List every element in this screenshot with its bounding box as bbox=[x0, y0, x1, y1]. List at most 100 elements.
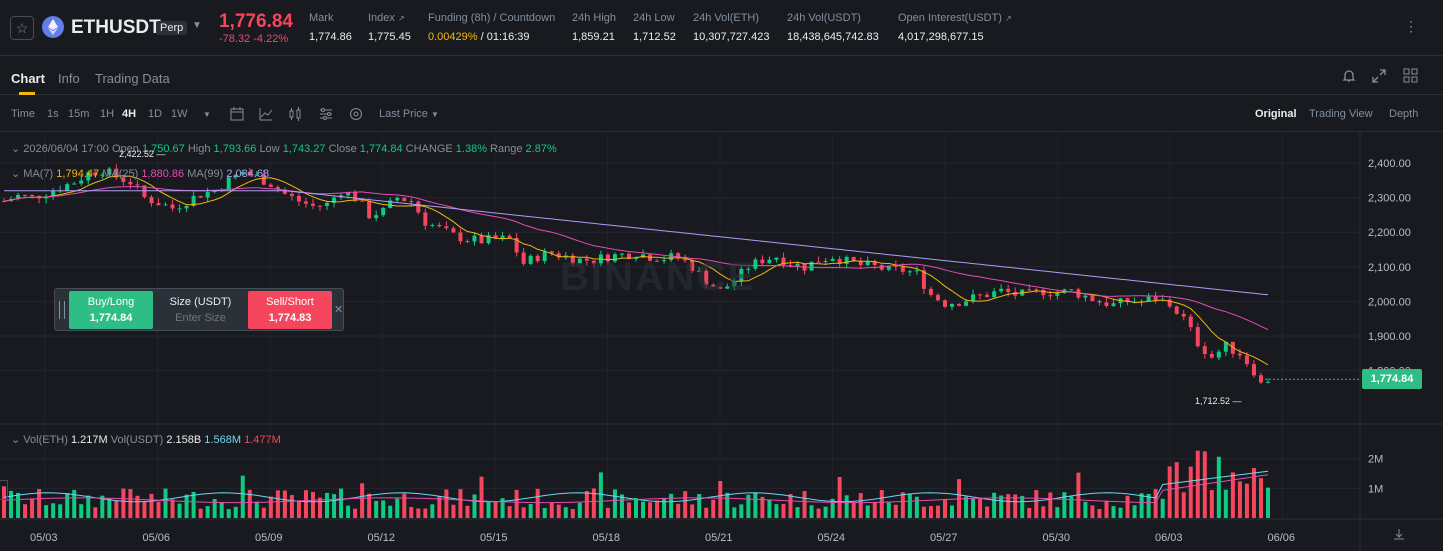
volume-bar bbox=[1083, 501, 1088, 518]
candle-body bbox=[669, 253, 674, 261]
volume-bar bbox=[458, 489, 463, 518]
chevron-down-icon[interactable]: ▼ bbox=[192, 20, 202, 31]
time-tick-label: 05/18 bbox=[593, 532, 621, 544]
size-input[interactable] bbox=[160, 312, 241, 324]
candle-body bbox=[711, 284, 716, 287]
candle-body bbox=[107, 168, 112, 175]
candle-body bbox=[444, 226, 449, 229]
volume-bar bbox=[865, 505, 870, 518]
price-chart[interactable]: 2,400.00 2,300.00 2,200.00 2,100.00 2,000.00… bbox=[0, 133, 1443, 551]
candle-body bbox=[1216, 351, 1221, 358]
volume-bar bbox=[93, 507, 98, 518]
tab-chart[interactable]: Chart bbox=[11, 71, 45, 86]
line-chart-icon[interactable] bbox=[258, 106, 274, 122]
volume-bar bbox=[1104, 500, 1109, 518]
volume-bar bbox=[872, 502, 877, 518]
candle-body bbox=[1202, 346, 1207, 355]
candlestick-icon[interactable] bbox=[287, 106, 303, 122]
price-tick-label: 2,200.00 bbox=[1368, 227, 1411, 239]
candle-body bbox=[570, 255, 575, 264]
sell-short-button[interactable]: Sell/Short 1,774.83 bbox=[248, 291, 332, 329]
interval-1w[interactable]: 1W bbox=[171, 108, 188, 120]
volume-bar bbox=[886, 502, 891, 518]
candle-body bbox=[1153, 296, 1158, 301]
candle-body bbox=[289, 193, 294, 196]
reset-axis-icon[interactable] bbox=[1392, 527, 1406, 541]
candle-body bbox=[1188, 316, 1193, 328]
volume-bar bbox=[556, 504, 561, 518]
buy-long-button[interactable]: Buy/Long 1,774.84 bbox=[69, 291, 153, 329]
volume-bar bbox=[1055, 507, 1060, 518]
volume-bar bbox=[542, 508, 547, 518]
candle-body bbox=[374, 215, 379, 219]
volume-bar bbox=[486, 502, 491, 518]
interval-15m[interactable]: 15m bbox=[68, 108, 90, 120]
indicators-icon[interactable] bbox=[318, 106, 334, 122]
volume-bar bbox=[605, 507, 610, 518]
volume-bar bbox=[325, 492, 330, 518]
volume-bar bbox=[999, 495, 1004, 518]
volume-bar bbox=[430, 504, 435, 518]
view-depth[interactable]: Depth bbox=[1389, 108, 1419, 120]
favorite-star-icon[interactable]: ☆ bbox=[10, 16, 34, 40]
candle-body bbox=[1069, 289, 1074, 291]
candle-body bbox=[584, 258, 589, 261]
settings-icon[interactable] bbox=[348, 106, 364, 122]
view-trading-view[interactable]: Trading View bbox=[1309, 108, 1373, 120]
volume-bar bbox=[690, 504, 695, 518]
interval-4h[interactable]: 4H bbox=[122, 108, 137, 120]
view-original[interactable]: Original bbox=[1255, 108, 1297, 120]
volume-ma2-line bbox=[3, 474, 1269, 504]
candle-body bbox=[184, 205, 189, 209]
tab-info[interactable]: Info bbox=[58, 71, 80, 86]
candle-body bbox=[261, 174, 266, 185]
candle-body bbox=[992, 291, 997, 298]
candle-body bbox=[1041, 289, 1046, 296]
symbol-name[interactable]: ETHUSDT bbox=[71, 17, 161, 38]
candle-body bbox=[72, 183, 77, 185]
calendar-icon[interactable] bbox=[229, 106, 245, 122]
drag-handle-icon[interactable] bbox=[59, 301, 65, 319]
candle-body bbox=[437, 224, 442, 227]
tab-trading-data[interactable]: Trading Data bbox=[95, 71, 170, 86]
candle-body bbox=[816, 261, 821, 263]
interval-1s[interactable]: 1s bbox=[47, 108, 59, 120]
volume-bar bbox=[233, 506, 238, 518]
candle-body bbox=[395, 197, 400, 201]
expand-icon[interactable] bbox=[1370, 67, 1388, 85]
candle-body bbox=[549, 251, 554, 254]
interval-1h[interactable]: 1H bbox=[100, 108, 115, 120]
more-options-icon[interactable]: ⋮ bbox=[1404, 18, 1419, 34]
stat-value: 1,774.86 bbox=[309, 31, 352, 43]
volume-bar bbox=[1006, 494, 1011, 518]
volume-bar bbox=[907, 493, 912, 518]
volume-bar bbox=[240, 475, 245, 518]
volume-bar bbox=[1174, 462, 1179, 518]
candle-body bbox=[626, 253, 631, 259]
legend-close: 1,774.84 bbox=[359, 143, 403, 155]
candle-body bbox=[318, 205, 322, 207]
candle-body bbox=[858, 261, 863, 266]
legend-ma99: 2,034.68 bbox=[226, 168, 270, 180]
bell-icon[interactable] bbox=[1340, 67, 1358, 85]
close-icon[interactable]: ✕ bbox=[334, 304, 344, 316]
volume-bar bbox=[212, 498, 217, 518]
volume-bar bbox=[275, 490, 280, 518]
layout-grid-icon[interactable] bbox=[1402, 67, 1420, 85]
volume-bar bbox=[1237, 481, 1242, 518]
interval-dropdown-icon[interactable]: ▼ bbox=[203, 110, 211, 119]
candle-body bbox=[928, 288, 933, 295]
volume-bar bbox=[1167, 466, 1172, 518]
price-mode-select[interactable]: Last Price ▼ bbox=[379, 108, 439, 120]
candle-body bbox=[788, 265, 793, 267]
volume-bar bbox=[9, 490, 14, 518]
chevron-right-icon[interactable]: › bbox=[0, 480, 8, 500]
candle-body bbox=[381, 208, 386, 216]
collapse-chevron-icon: ⌄ bbox=[11, 168, 21, 180]
volume-bar bbox=[226, 509, 231, 518]
candle-body bbox=[739, 268, 744, 282]
interval-1d[interactable]: 1D bbox=[148, 108, 163, 120]
stat-index[interactable]: Index ↗ 1,775.45 bbox=[368, 12, 411, 43]
volume-bar bbox=[58, 504, 63, 518]
stat-open-interest[interactable]: Open Interest(USDT) ↗ 4,017,298,677.15 bbox=[898, 12, 1012, 43]
